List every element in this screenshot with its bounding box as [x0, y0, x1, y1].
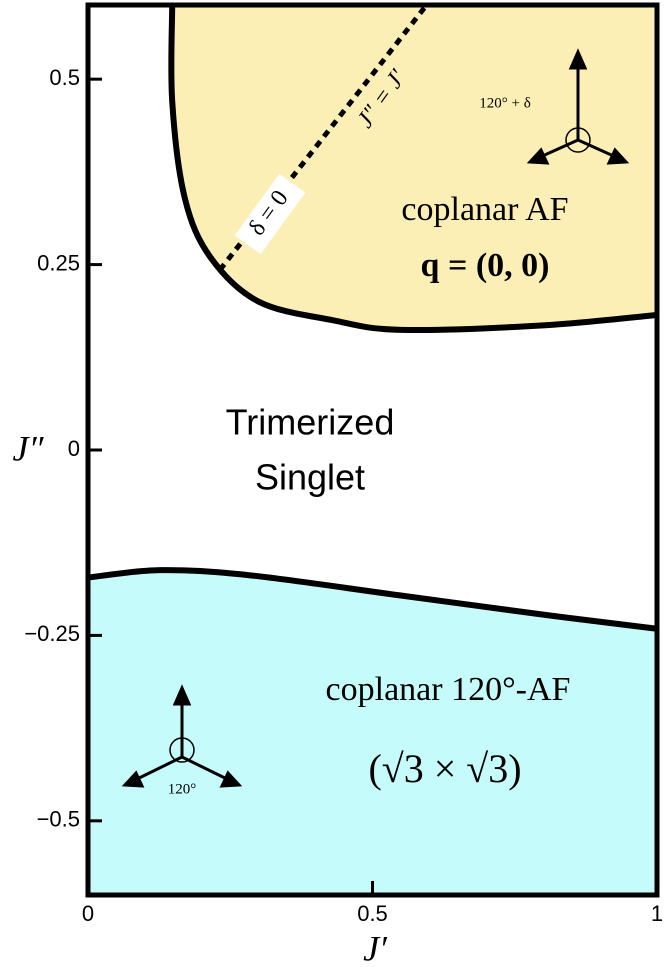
annotation: Singlet — [255, 457, 365, 498]
y-tick-label: 0.25 — [37, 250, 80, 275]
annotation: coplanar AF — [401, 191, 568, 228]
phase-boundary — [87, 567, 658, 632]
plot-area — [87, 4, 658, 895]
y-tick-label: 0.5 — [49, 65, 80, 90]
label-background — [234, 173, 306, 255]
annotation: Trimerized — [226, 402, 395, 443]
y-axis-label: J″ — [13, 428, 45, 468]
annotation: (√3 × √3) — [368, 746, 521, 791]
y-tick-label: −0.5 — [37, 807, 80, 832]
x-tick-label: 1 — [651, 901, 663, 926]
phase-boundary — [168, 4, 658, 333]
x-axis-label: J′ — [363, 928, 388, 968]
reference-line — [218, 5, 427, 272]
spin-icon — [526, 48, 630, 165]
annotation: q = (0, 0) — [421, 247, 550, 284]
y-tick-label: −0.25 — [24, 621, 80, 646]
spin-icon — [121, 684, 243, 788]
phase-region — [172, 5, 657, 330]
phase-region — [88, 570, 657, 895]
annotation: 120° + δ — [479, 95, 531, 111]
annotation: 120° — [168, 781, 197, 797]
y-tick-label: 0 — [68, 436, 80, 461]
annotation: coplanar 120°-AF — [326, 671, 571, 708]
x-tick-label: 0 — [82, 901, 94, 926]
x-tick-label: 0.5 — [357, 901, 388, 926]
